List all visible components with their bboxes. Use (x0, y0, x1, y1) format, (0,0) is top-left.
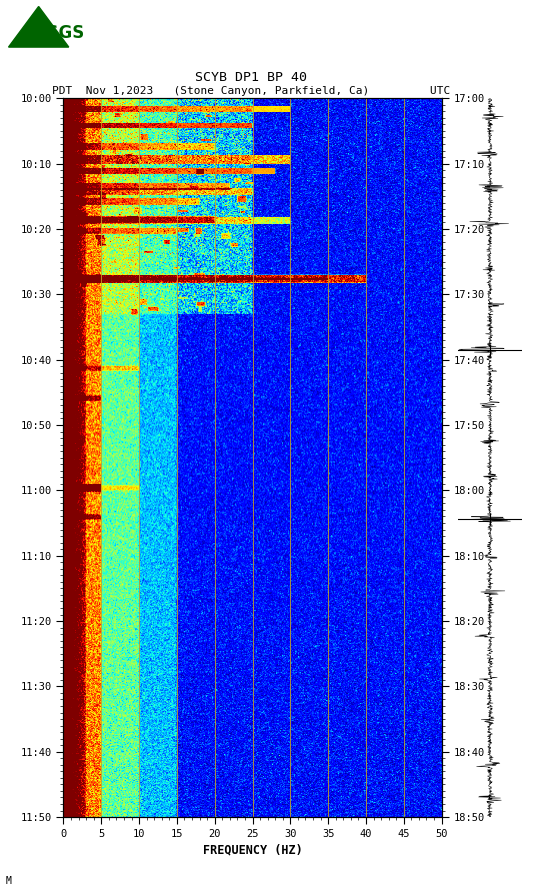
Text: PDT  Nov 1,2023   (Stone Canyon, Parkfield, Ca)         UTC: PDT Nov 1,2023 (Stone Canyon, Parkfield,… (52, 86, 450, 96)
Text: USGS: USGS (33, 24, 84, 43)
Text: SCYB DP1 BP 40: SCYB DP1 BP 40 (195, 71, 307, 84)
Text: M: M (6, 876, 12, 886)
X-axis label: FREQUENCY (HZ): FREQUENCY (HZ) (203, 843, 302, 856)
Polygon shape (8, 6, 69, 47)
